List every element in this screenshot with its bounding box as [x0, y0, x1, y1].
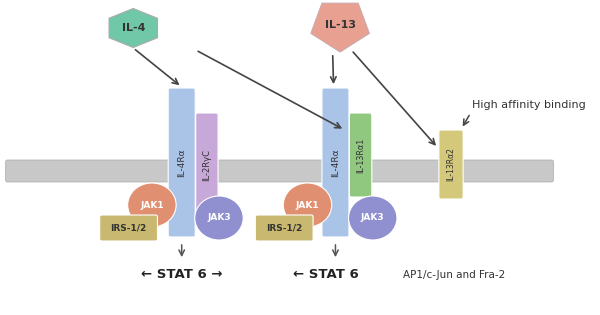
Text: AP1/c-Jun and Fra-2: AP1/c-Jun and Fra-2: [403, 270, 505, 280]
Polygon shape: [109, 9, 157, 48]
FancyBboxPatch shape: [322, 88, 349, 237]
Text: ← STAT 6: ← STAT 6: [293, 268, 359, 282]
FancyBboxPatch shape: [349, 113, 372, 197]
Ellipse shape: [283, 183, 332, 227]
FancyBboxPatch shape: [100, 215, 157, 241]
FancyBboxPatch shape: [196, 113, 218, 217]
FancyBboxPatch shape: [439, 130, 463, 199]
Text: JAK3: JAK3: [361, 214, 385, 222]
Text: JAK1: JAK1: [296, 201, 319, 209]
FancyBboxPatch shape: [168, 88, 195, 237]
Polygon shape: [311, 3, 370, 52]
Text: High affinity binding: High affinity binding: [472, 100, 585, 110]
Text: IRS-1/2: IRS-1/2: [266, 224, 302, 232]
Ellipse shape: [349, 196, 397, 240]
FancyBboxPatch shape: [256, 215, 313, 241]
Text: IL-4: IL-4: [122, 23, 145, 33]
Text: IL-13Rα2: IL-13Rα2: [446, 147, 455, 181]
Text: IRS-1/2: IRS-1/2: [110, 224, 147, 232]
Text: JAK3: JAK3: [207, 214, 231, 222]
FancyBboxPatch shape: [5, 160, 554, 182]
Text: JAK1: JAK1: [140, 201, 164, 209]
Text: IL-2RγC: IL-2RγC: [202, 149, 211, 181]
Text: IL-4Rα: IL-4Rα: [177, 148, 186, 177]
Text: ← STAT 6 →: ← STAT 6 →: [141, 268, 223, 282]
Text: IL-4Rα: IL-4Rα: [331, 148, 340, 177]
Ellipse shape: [128, 183, 176, 227]
Ellipse shape: [195, 196, 243, 240]
Text: IL-13Rα1: IL-13Rα1: [356, 137, 365, 173]
Text: IL-13: IL-13: [325, 20, 356, 30]
